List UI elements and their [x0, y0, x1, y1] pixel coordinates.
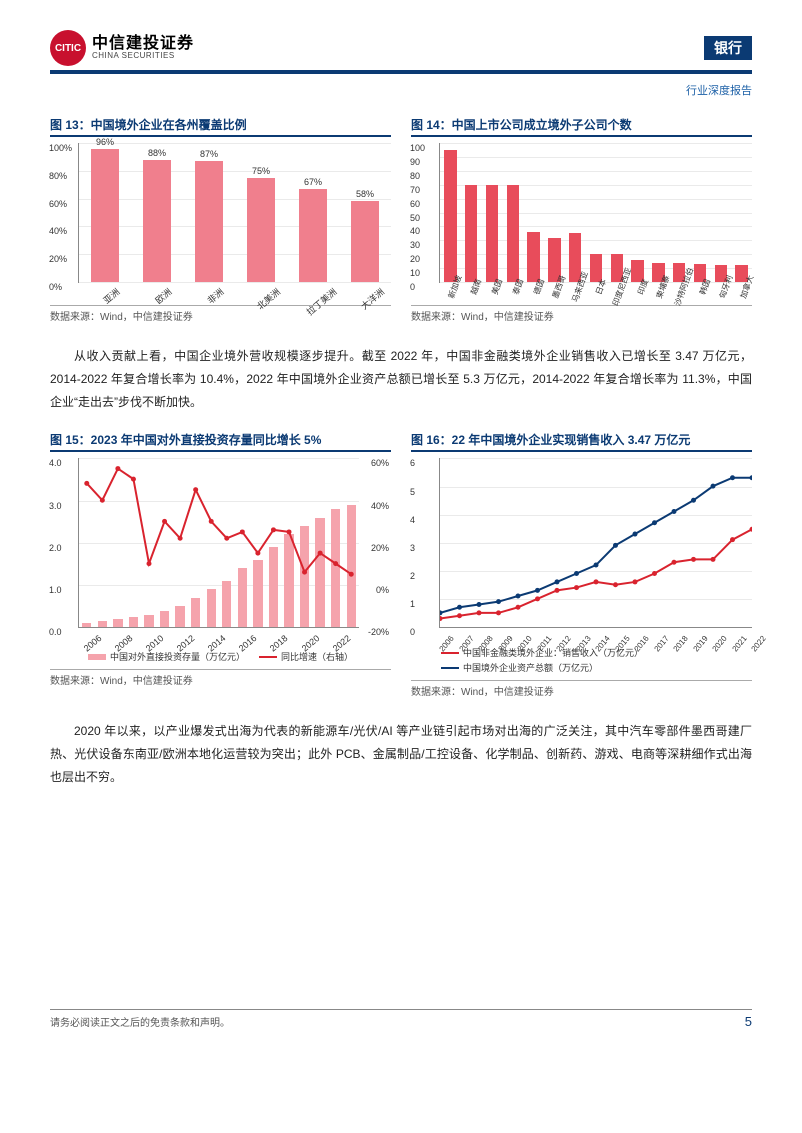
chart-13-title: 图 13：中国境外企业在各州覆盖比例: [50, 116, 391, 137]
chart-16-source: 数据来源：Wind，中信建投证券: [411, 680, 752, 698]
legend-swatch-line: [259, 656, 277, 658]
logo-mark: CITIC: [50, 30, 86, 66]
charts-row-1: 图 13：中国境外企业在各州覆盖比例 0%20%40%60%80%100%96%…: [50, 116, 752, 323]
chart-15-legend: 中国对外直接投资存量（万亿元） 同比增速（右轴）: [50, 650, 391, 663]
legend-15-1: 中国对外直接投资存量（万亿元）: [110, 650, 245, 663]
chart-14-plot: 0102030405060708090100新加坡越南美国泰国德国墨西哥马来西亚…: [439, 143, 752, 283]
logo-en: CHINA SECURITIES: [92, 52, 194, 61]
chart-16: 图 16：22 年中国境外企业实现销售收入 3.47 万亿元 012345620…: [411, 431, 752, 698]
paragraph-2: 2020 年以来，以产业爆发式出海为代表的新能源车/光伏/AI 等产业链引起市场…: [50, 720, 752, 788]
chart-13-source: 数据来源：Wind，中信建投证券: [50, 305, 391, 323]
chart-13: 图 13：中国境外企业在各州覆盖比例 0%20%40%60%80%100%96%…: [50, 116, 391, 323]
disclaimer: 请务必阅读正文之后的免责条款和声明。: [50, 1014, 230, 1029]
chart-15-title: 图 15：2023 年中国对外直接投资存量同比增长 5%: [50, 431, 391, 452]
paragraph-1: 从收入贡献上看，中国企业境外营收规模逐步提升。截至 2022 年，中国非金融类境…: [50, 345, 752, 413]
page-header: CITIC 中信建投证券 CHINA SECURITIES 银行: [50, 30, 752, 74]
chart-14: 图 14：中国上市公司成立境外子公司个数 0102030405060708090…: [411, 116, 752, 323]
legend-swatch-line: [441, 667, 459, 669]
chart-15-source: 数据来源：Wind，中信建投证券: [50, 669, 391, 687]
header-category: 银行: [704, 36, 752, 60]
legend-15-2: 同比增速（右轴）: [281, 650, 353, 663]
chart-15: 图 15：2023 年中国对外直接投资存量同比增长 5% 0.01.02.03.…: [50, 431, 391, 698]
report-type: 行业深度报告: [50, 82, 752, 98]
logo: CITIC 中信建投证券 CHINA SECURITIES: [50, 30, 194, 66]
page-number: 5: [745, 1014, 752, 1029]
logo-cn: 中信建投证券: [92, 35, 194, 53]
charts-row-2: 图 15：2023 年中国对外直接投资存量同比增长 5% 0.01.02.03.…: [50, 431, 752, 698]
chart-16-plot: 0123456200620072008200920102011201220132…: [439, 458, 752, 628]
chart-14-title: 图 14：中国上市公司成立境外子公司个数: [411, 116, 752, 137]
chart-16-title: 图 16：22 年中国境外企业实现销售收入 3.47 万亿元: [411, 431, 752, 452]
page-footer: 请务必阅读正文之后的免责条款和声明。 5: [50, 1009, 752, 1029]
chart-14-source: 数据来源：Wind，中信建投证券: [411, 305, 752, 323]
chart-15-plot: 0.01.02.03.04.0-20%0%20%40%60%2006200820…: [78, 458, 359, 628]
chart-13-plot: 0%20%40%60%80%100%96%亚洲88%欧洲87%非洲75%北美洲6…: [78, 143, 391, 283]
legend-swatch-bar: [88, 654, 106, 660]
legend-16-2: 中国境外企业资产总额（万亿元）: [463, 661, 598, 674]
page: CITIC 中信建投证券 CHINA SECURITIES 银行 行业深度报告 …: [0, 0, 802, 1049]
